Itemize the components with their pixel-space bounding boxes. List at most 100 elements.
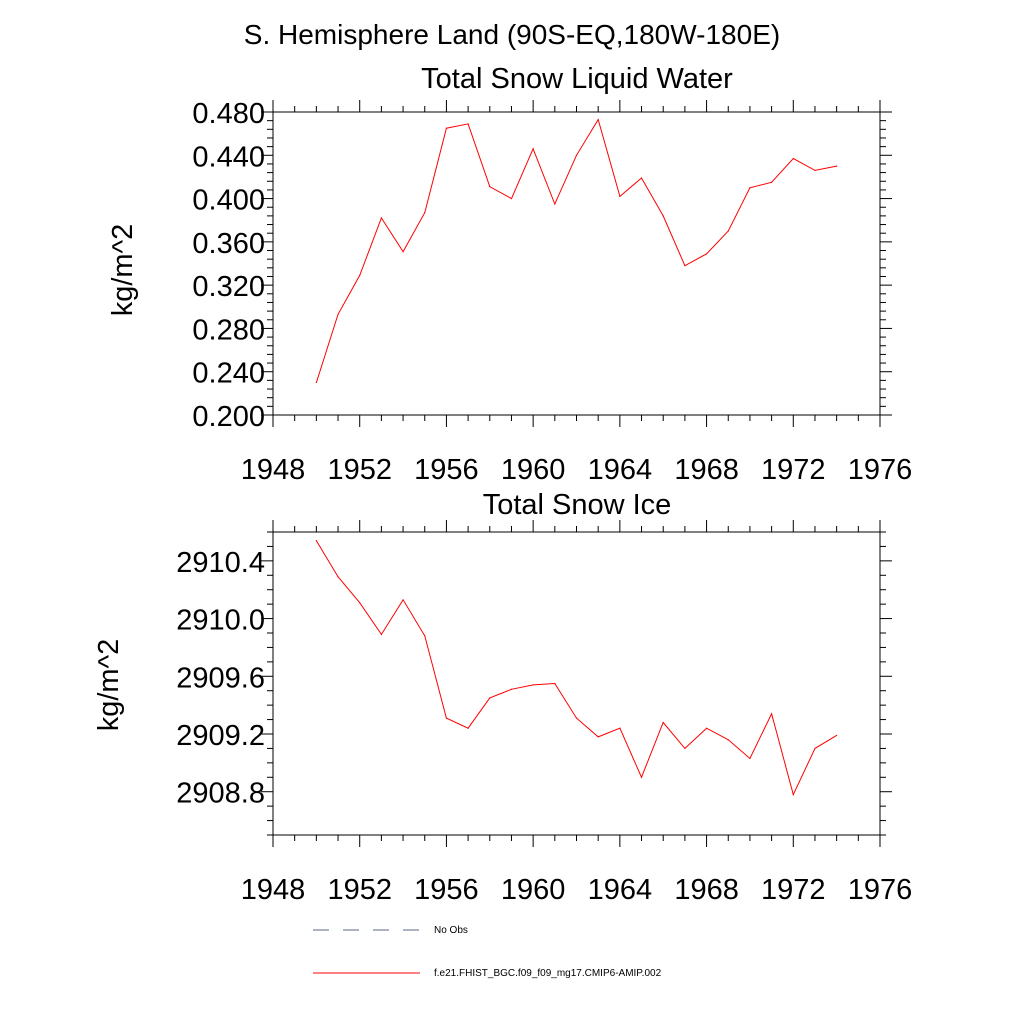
data-point xyxy=(597,736,599,738)
data-point xyxy=(532,148,534,150)
y-tick-label: 0.440 xyxy=(192,141,265,173)
data-point xyxy=(359,602,361,604)
data-point xyxy=(467,727,469,729)
series-group xyxy=(315,118,838,384)
legend-no-obs-label: No Obs xyxy=(434,925,468,936)
data-point xyxy=(337,576,339,578)
x-tick-labels: 1948 1952 1956 1960 1964 1968 1972 1976 xyxy=(241,454,913,486)
x-tick-label: 1952 xyxy=(327,454,392,486)
data-point xyxy=(597,118,599,121)
data-point xyxy=(727,739,729,741)
data-point xyxy=(445,717,448,719)
y-tick-label: 0.200 xyxy=(192,401,265,433)
x-tick-label: 1972 xyxy=(761,454,826,486)
tick-marks xyxy=(261,520,892,847)
y-tick-label: 0.360 xyxy=(192,228,265,260)
data-point xyxy=(749,757,751,760)
data-point xyxy=(380,633,382,636)
data-point xyxy=(359,274,361,277)
data-point xyxy=(554,682,556,685)
x-tick-label: 1960 xyxy=(501,874,566,906)
x-tick-label: 1976 xyxy=(848,874,913,906)
x-tick-labels: 1948 1952 1956 1960 1964 1968 1972 1976 xyxy=(241,874,913,906)
data-point xyxy=(836,165,838,167)
chart-total-snow-ice: Total Snow Ice kg/m^2 1948 1952 1956 1960 19… xyxy=(93,489,912,906)
data-point xyxy=(662,721,664,724)
x-tick-label: 1972 xyxy=(761,874,826,906)
data-point xyxy=(337,313,339,315)
data-point xyxy=(402,599,404,601)
data-point xyxy=(575,717,578,719)
x-tick-label: 1976 xyxy=(848,454,913,486)
y-tick-label: 2910.4 xyxy=(176,547,265,579)
data-point xyxy=(814,169,816,172)
y-tick-labels: 2908.8 2909.2 2909.6 2910.0 2910.4 xyxy=(176,547,265,810)
y-tick-label: 0.480 xyxy=(192,98,265,130)
series-line xyxy=(315,118,837,383)
data-point xyxy=(424,212,426,214)
chart-title: Total Snow Ice xyxy=(483,489,672,521)
data-point xyxy=(684,747,686,750)
x-tick-label: 1956 xyxy=(414,874,479,906)
data-point xyxy=(662,215,664,217)
x-tick-label: 1964 xyxy=(588,454,653,486)
y-tick-label: 0.320 xyxy=(192,271,265,303)
y-tick-label: 2909.6 xyxy=(176,662,265,694)
figure-title: S. Hemisphere Land (90S-EQ,180W-180E) xyxy=(244,19,780,50)
data-point xyxy=(532,684,534,686)
chart-title: Total Snow Liquid Water xyxy=(421,63,733,95)
series-line xyxy=(315,540,837,797)
legend-model-label: f.e21.FHIST_BGC.f09_f09_mg17.CMIP6-AMIP.… xyxy=(434,968,662,979)
x-tick-label: 1968 xyxy=(674,874,739,906)
data-point xyxy=(554,203,556,205)
x-tick-label: 1948 xyxy=(241,454,306,486)
data-point xyxy=(315,540,317,542)
data-point xyxy=(619,727,621,729)
data-point xyxy=(315,381,317,384)
series-group xyxy=(315,540,838,797)
data-point xyxy=(727,230,729,232)
x-tick-label: 1964 xyxy=(588,874,653,906)
data-point xyxy=(792,794,794,796)
y-tick-label: 0.400 xyxy=(192,185,265,217)
data-point xyxy=(684,265,686,267)
data-point xyxy=(705,253,708,255)
data-point xyxy=(510,688,513,690)
data-point xyxy=(619,195,621,198)
data-point xyxy=(705,727,708,729)
y-tick-label: 2909.2 xyxy=(176,720,265,752)
tick-marks xyxy=(261,100,892,427)
data-point xyxy=(489,186,491,188)
x-tick-label: 1960 xyxy=(501,454,566,486)
data-point xyxy=(575,154,578,156)
data-point xyxy=(489,697,491,699)
data-point xyxy=(792,157,794,160)
data-point xyxy=(640,776,643,778)
data-point xyxy=(749,187,751,189)
data-point xyxy=(380,217,382,219)
y-axis-label: kg/m^2 xyxy=(93,639,125,732)
y-tick-label: 0.240 xyxy=(192,358,265,390)
data-point xyxy=(640,177,643,179)
x-tick-label: 1968 xyxy=(674,454,739,486)
y-tick-labels: 0.200 0.240 0.280 0.320 0.360 0.400 0.440 0.480 xyxy=(192,98,265,433)
data-point xyxy=(402,250,404,253)
x-tick-label: 1948 xyxy=(241,874,306,906)
data-point xyxy=(771,713,773,715)
x-tick-label: 1952 xyxy=(327,874,392,906)
plot-frame xyxy=(272,531,881,836)
data-point xyxy=(424,635,426,637)
data-point xyxy=(771,181,773,183)
legend: No Obs f.e21.FHIST_BGC.f09_f09_mg17.CMIP… xyxy=(313,925,662,979)
data-point xyxy=(445,127,448,129)
data-point xyxy=(510,197,513,200)
y-tick-label: 2910.0 xyxy=(176,605,265,637)
data-point xyxy=(467,123,469,125)
data-point xyxy=(836,734,838,737)
y-axis-label: kg/m^2 xyxy=(107,224,139,317)
y-tick-label: 2908.8 xyxy=(176,778,265,810)
data-point xyxy=(814,747,816,750)
y-tick-label: 0.280 xyxy=(192,314,265,346)
chart-total-snow-liquid-water: Total Snow Liquid Water kg/m^2 1948 1952 1… xyxy=(107,63,912,486)
